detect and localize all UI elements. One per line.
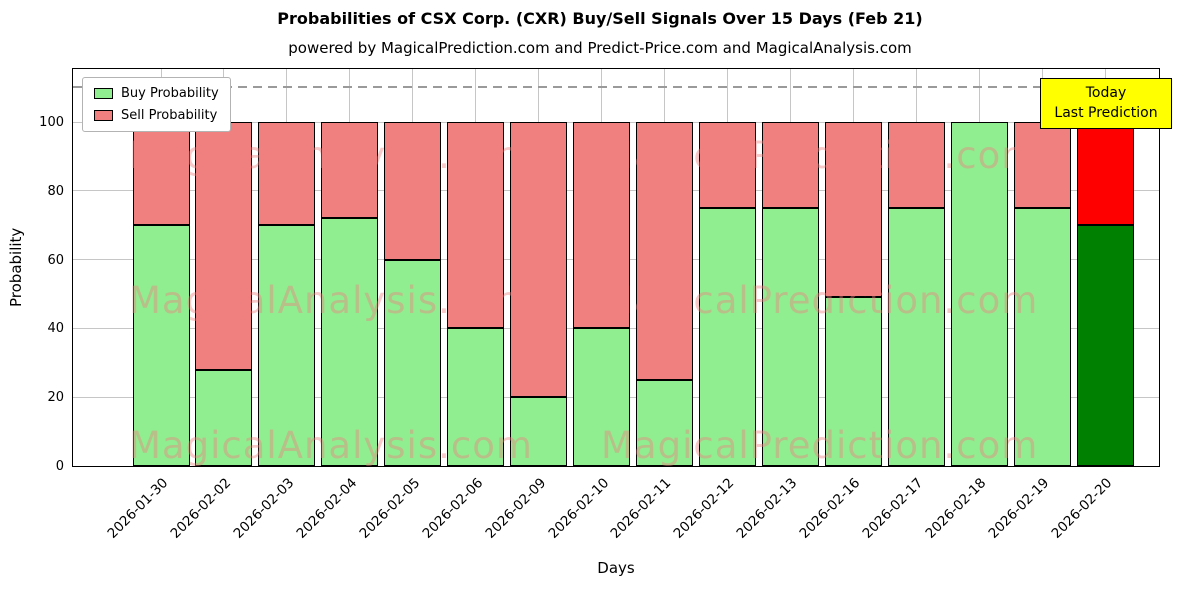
bar-sell-segment — [447, 122, 505, 329]
y-tick-label: 80 — [47, 183, 64, 199]
bar-sell-segment — [321, 122, 379, 219]
watermark-analysis: MagicalAnalysis.com — [129, 279, 533, 322]
bar-buy-segment — [447, 328, 505, 466]
legend-item-buy: Buy Probability — [94, 86, 219, 101]
x-axis-label: Days — [597, 559, 635, 577]
bar-sell-segment — [258, 122, 316, 226]
plot-area: MagicalAnalysis.com MagicalPrediction.com… — [72, 68, 1160, 467]
bar-sell-segment — [1013, 122, 1071, 209]
today-annotation-line1: Today — [1085, 85, 1127, 101]
y-tick-label: 60 — [47, 252, 64, 268]
bar-buy-segment — [887, 208, 945, 466]
buy-probability-swatch — [94, 88, 113, 99]
y-tick-label: 40 — [47, 321, 64, 337]
bar-buy-segment — [321, 218, 379, 466]
bar-sell-segment-today — [1076, 122, 1134, 226]
bar-buy-segment — [132, 225, 190, 466]
chart-subtitle: powered by MagicalPrediction.com and Pre… — [288, 39, 912, 57]
cutoff-dashed-line — [73, 85, 1159, 88]
bar-buy-segment — [384, 259, 442, 466]
bar-buy-segment — [258, 225, 316, 466]
bar-sell-segment — [887, 122, 945, 209]
bar-buy-segment — [510, 397, 568, 466]
bar-sell-segment — [824, 122, 882, 298]
y-tick-label: 20 — [47, 390, 64, 406]
bar-buy-segment — [195, 369, 253, 466]
bar-buy-segment — [761, 208, 819, 466]
bar-sell-segment — [384, 122, 442, 260]
y-tick-label: 0 — [55, 459, 64, 474]
legend-label-buy: Buy Probability — [121, 86, 219, 101]
bar-buy-segment — [824, 297, 882, 466]
bar-buy-segment — [573, 328, 631, 466]
y-tick-label: 100 — [39, 115, 64, 131]
bar-buy-segment — [635, 380, 693, 466]
bar-sell-segment — [698, 122, 756, 209]
bar-buy-segment-today — [1076, 225, 1134, 466]
today-annotation: Today Last Prediction — [1040, 78, 1172, 129]
bar-buy-segment — [698, 208, 756, 466]
bar-sell-segment — [573, 122, 631, 329]
chart-title: Probabilities of CSX Corp. (CXR) Buy/Sel… — [277, 9, 923, 28]
watermark-prediction: MagicalPrediction.com — [601, 279, 1039, 322]
watermark-prediction: MagicalPrediction.com — [601, 424, 1039, 467]
bar-buy-segment — [950, 122, 1008, 466]
today-annotation-line2: Last Prediction — [1054, 105, 1158, 122]
sell-probability-swatch — [94, 110, 113, 121]
watermark-prediction: MagicalPrediction.com — [601, 134, 1039, 177]
bar-sell-segment — [635, 122, 693, 381]
watermark-analysis: MagicalAnalysis.com — [129, 134, 533, 177]
legend-label-sell: Sell Probability — [121, 108, 218, 123]
watermark-analysis: MagicalAnalysis.com — [129, 424, 533, 467]
legend: Buy Probability Sell Probability — [82, 77, 231, 132]
bar-buy-segment — [1013, 208, 1071, 466]
bar-sell-segment — [510, 122, 568, 398]
legend-item-sell: Sell Probability — [94, 108, 219, 123]
bar-sell-segment — [195, 122, 253, 370]
bar-sell-segment — [132, 122, 190, 226]
bar-sell-segment — [761, 122, 819, 209]
